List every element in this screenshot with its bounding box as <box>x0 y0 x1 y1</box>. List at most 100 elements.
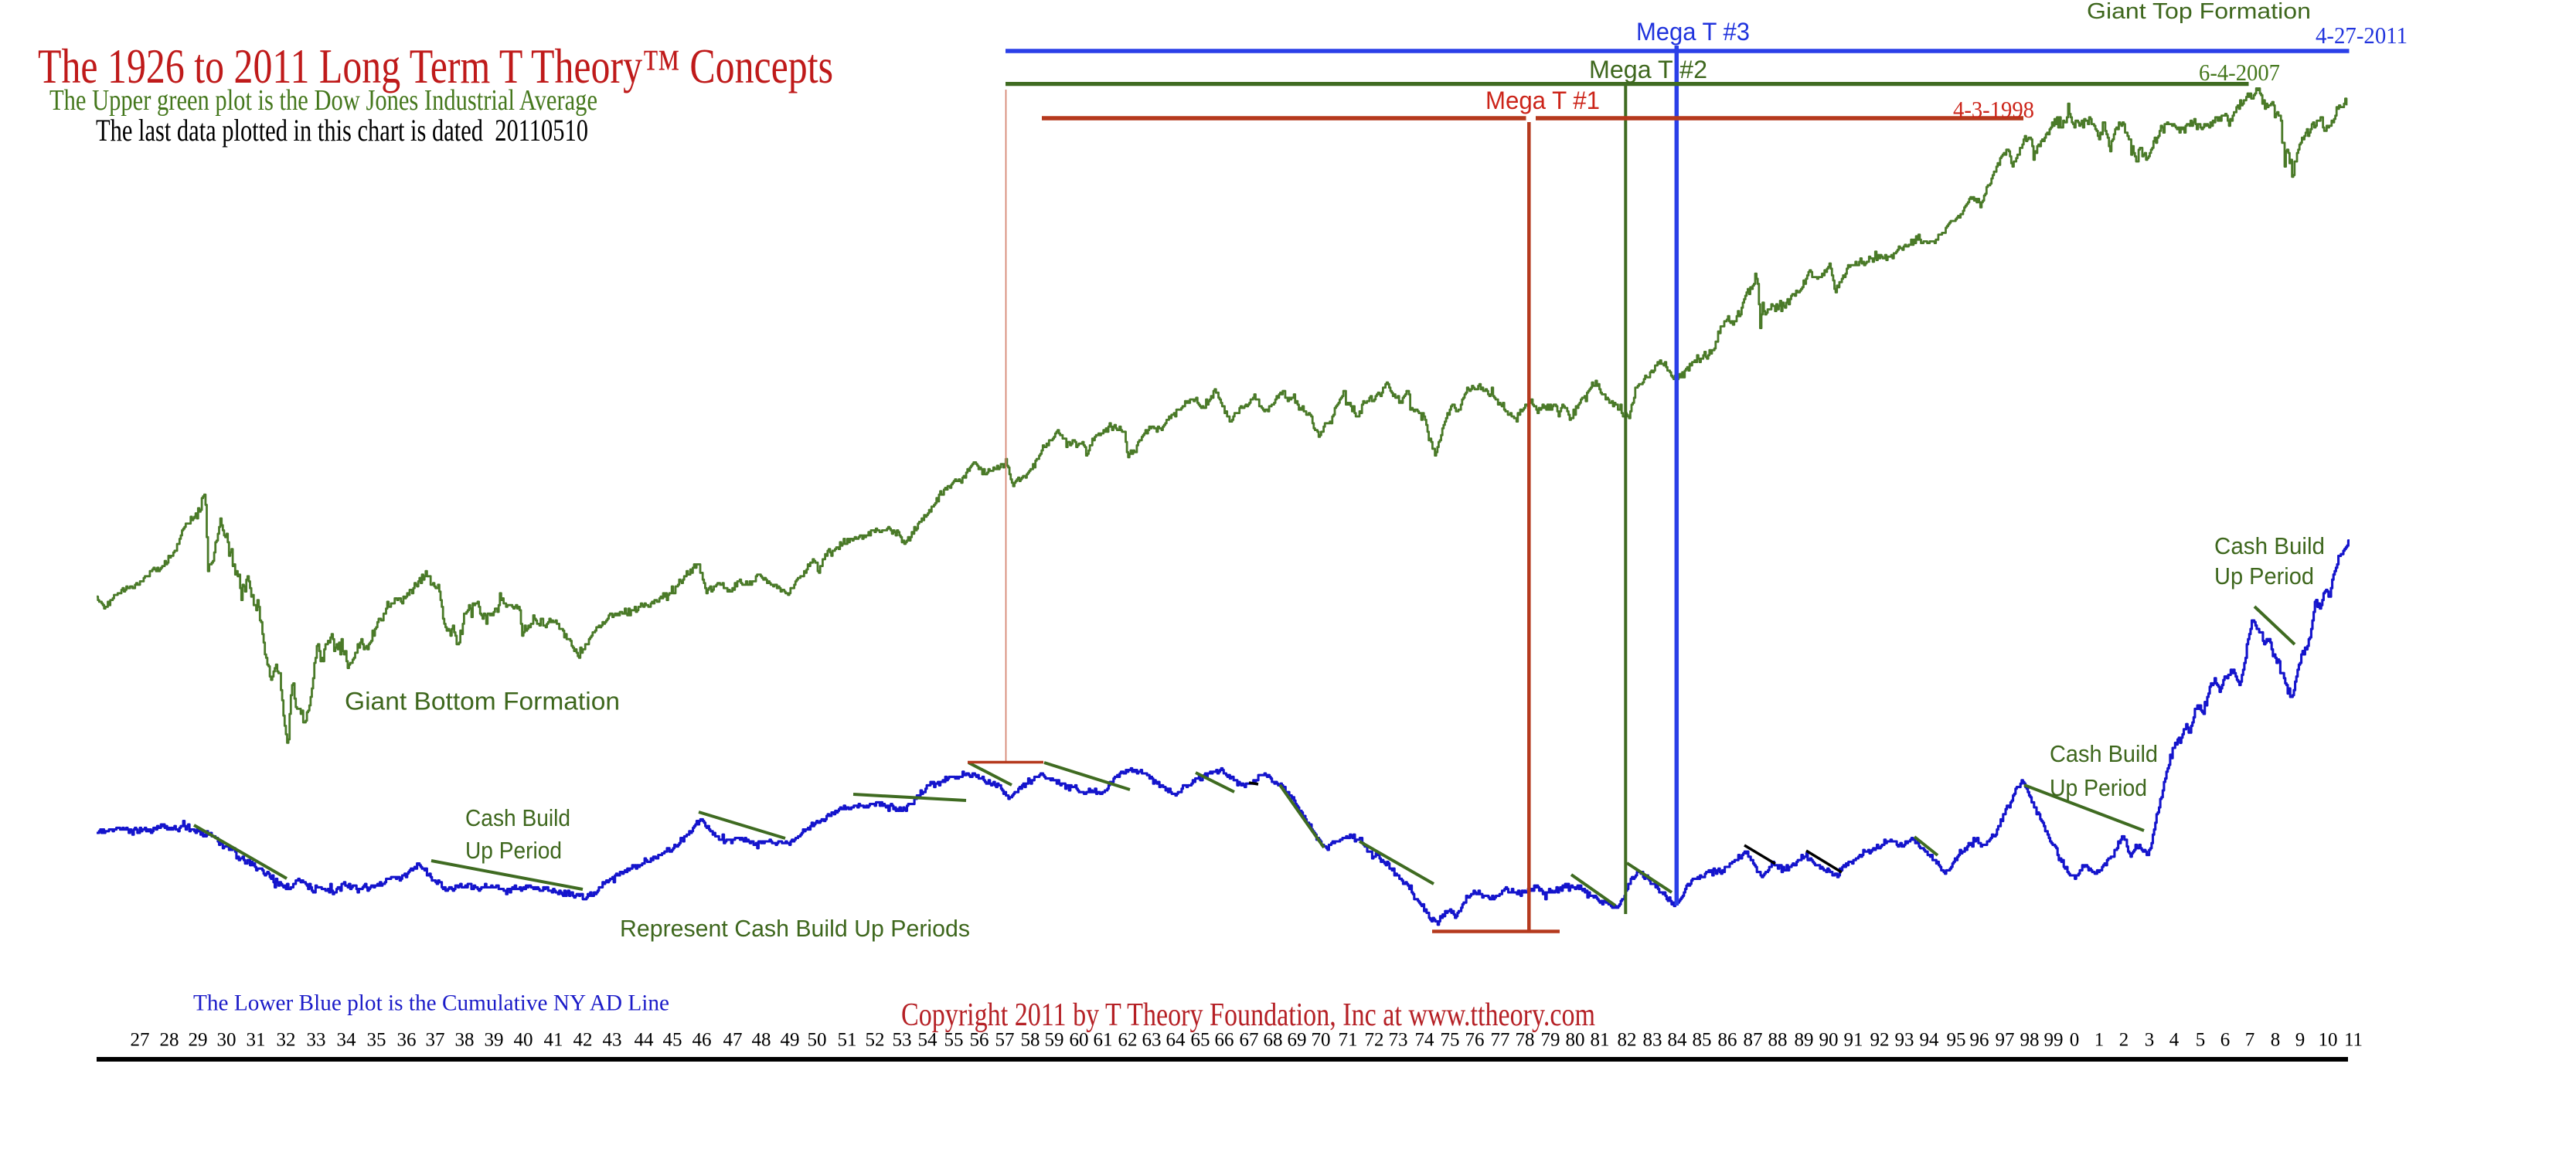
svg-text:Cash Build: Cash Build <box>2214 532 2325 559</box>
svg-text:73: 73 <box>1389 1030 1408 1051</box>
svg-text:11: 11 <box>2344 1030 2363 1051</box>
svg-text:46: 46 <box>692 1030 712 1051</box>
svg-text:Cash Build: Cash Build <box>2050 740 2158 767</box>
svg-text:Giant Bottom Formation: Giant Bottom Formation <box>345 688 620 715</box>
svg-text:Up Period: Up Period <box>2214 562 2314 590</box>
svg-text:54: 54 <box>918 1030 938 1051</box>
svg-text:57: 57 <box>995 1030 1015 1051</box>
svg-text:61: 61 <box>1094 1030 1113 1051</box>
svg-text:41: 41 <box>544 1030 563 1051</box>
svg-text:The 1926 to 2011 Long Term T T: The 1926 to 2011 Long Term T Theory™ Con… <box>38 39 833 93</box>
svg-text:79: 79 <box>1541 1030 1560 1051</box>
svg-text:59: 59 <box>1045 1030 1064 1051</box>
svg-text:99: 99 <box>2044 1030 2064 1051</box>
svg-text:Cash Build: Cash Build <box>465 804 570 831</box>
svg-text:3: 3 <box>2145 1030 2155 1051</box>
svg-text:60: 60 <box>1070 1030 1089 1051</box>
svg-text:68: 68 <box>1264 1030 1283 1051</box>
svg-text:Giant Top Formation: Giant Top Formation <box>2087 0 2311 24</box>
svg-text:Mega T #2: Mega T #2 <box>1589 56 1707 83</box>
svg-text:63: 63 <box>1142 1030 1162 1051</box>
svg-text:5: 5 <box>2196 1030 2206 1051</box>
svg-text:64: 64 <box>1166 1030 1186 1051</box>
svg-text:44: 44 <box>635 1030 655 1051</box>
svg-text:58: 58 <box>1021 1030 1040 1051</box>
svg-text:88: 88 <box>1768 1030 1788 1051</box>
svg-text:49: 49 <box>781 1030 800 1051</box>
svg-text:38: 38 <box>455 1030 475 1051</box>
svg-text:Represent Cash Build Up Period: Represent Cash Build Up Periods <box>620 915 970 942</box>
svg-text:The Lower Blue plot is the Cum: The Lower Blue plot is the Cumulative NY… <box>193 991 669 1016</box>
svg-text:95: 95 <box>1947 1030 1966 1051</box>
svg-text:Up Period: Up Period <box>2050 774 2147 801</box>
svg-text:40: 40 <box>514 1030 533 1051</box>
svg-text:28: 28 <box>160 1030 179 1051</box>
svg-text:34: 34 <box>337 1030 357 1051</box>
svg-text:78: 78 <box>1516 1030 1535 1051</box>
svg-text:45: 45 <box>663 1030 682 1051</box>
svg-text:90: 90 <box>1819 1030 1839 1051</box>
svg-text:55: 55 <box>944 1030 964 1051</box>
svg-text:76: 76 <box>1465 1030 1485 1051</box>
svg-text:66: 66 <box>1215 1030 1234 1051</box>
svg-text:7: 7 <box>2245 1030 2255 1051</box>
svg-text:4: 4 <box>2169 1030 2180 1051</box>
svg-text:47: 47 <box>723 1030 743 1051</box>
svg-text:30: 30 <box>217 1030 237 1051</box>
svg-text:1: 1 <box>2094 1030 2105 1051</box>
svg-text:85: 85 <box>1693 1030 1712 1051</box>
svg-text:72: 72 <box>1365 1030 1384 1051</box>
svg-text:51: 51 <box>838 1030 857 1051</box>
svg-text:74: 74 <box>1415 1030 1435 1051</box>
svg-text:50: 50 <box>808 1030 827 1051</box>
svg-text:53: 53 <box>893 1030 912 1051</box>
svg-text:62: 62 <box>1118 1030 1138 1051</box>
svg-text:4-27-2011: 4-27-2011 <box>2316 22 2408 49</box>
svg-text:The last data plotted in this: The last data plotted in this chart is d… <box>96 113 588 148</box>
svg-text:42: 42 <box>573 1030 593 1051</box>
svg-text:82: 82 <box>1618 1030 1637 1051</box>
svg-text:97: 97 <box>1996 1030 2015 1051</box>
svg-text:4-3-1998: 4-3-1998 <box>1953 96 2034 123</box>
svg-text:39: 39 <box>485 1030 504 1051</box>
svg-text:33: 33 <box>307 1030 326 1051</box>
svg-text:43: 43 <box>603 1030 622 1051</box>
svg-text:31: 31 <box>247 1030 266 1051</box>
svg-text:2: 2 <box>2119 1030 2129 1051</box>
svg-text:56: 56 <box>970 1030 989 1051</box>
svg-text:94: 94 <box>1920 1030 1940 1051</box>
svg-text:Mega T #3: Mega T #3 <box>1636 18 1750 46</box>
svg-text:98: 98 <box>2020 1030 2040 1051</box>
svg-text:93: 93 <box>1895 1030 1914 1051</box>
svg-text:The Upper green plot is the Do: The Upper green plot is the Dow Jones In… <box>49 84 597 117</box>
svg-text:29: 29 <box>189 1030 208 1051</box>
svg-text:96: 96 <box>1970 1030 1989 1051</box>
svg-text:27: 27 <box>131 1030 150 1051</box>
svg-text:71: 71 <box>1339 1030 1358 1051</box>
svg-text:89: 89 <box>1795 1030 1814 1051</box>
svg-text:10: 10 <box>2319 1030 2338 1051</box>
svg-text:80: 80 <box>1566 1030 1585 1051</box>
svg-text:9: 9 <box>2295 1030 2305 1051</box>
svg-text:86: 86 <box>1718 1030 1737 1051</box>
svg-text:37: 37 <box>426 1030 445 1051</box>
svg-text:87: 87 <box>1744 1030 1763 1051</box>
svg-text:75: 75 <box>1441 1030 1460 1051</box>
svg-text:91: 91 <box>1844 1030 1863 1051</box>
svg-text:67: 67 <box>1240 1030 1259 1051</box>
svg-text:Mega T #1: Mega T #1 <box>1485 87 1600 114</box>
svg-text:6: 6 <box>2220 1030 2231 1051</box>
svg-text:Copyright 2011 by T Theory Fou: Copyright 2011 by T Theory Foundation, I… <box>901 997 1595 1033</box>
svg-text:Up Period: Up Period <box>465 837 562 864</box>
svg-text:6-4-2007: 6-4-2007 <box>2199 59 2280 86</box>
svg-text:8: 8 <box>2271 1030 2281 1051</box>
svg-text:69: 69 <box>1288 1030 1307 1051</box>
svg-text:77: 77 <box>1491 1030 1510 1051</box>
svg-text:83: 83 <box>1643 1030 1662 1051</box>
svg-text:36: 36 <box>397 1030 417 1051</box>
svg-text:0: 0 <box>2070 1030 2080 1051</box>
svg-text:35: 35 <box>367 1030 386 1051</box>
svg-text:48: 48 <box>752 1030 771 1051</box>
svg-text:92: 92 <box>1870 1030 1890 1051</box>
svg-text:84: 84 <box>1668 1030 1688 1051</box>
